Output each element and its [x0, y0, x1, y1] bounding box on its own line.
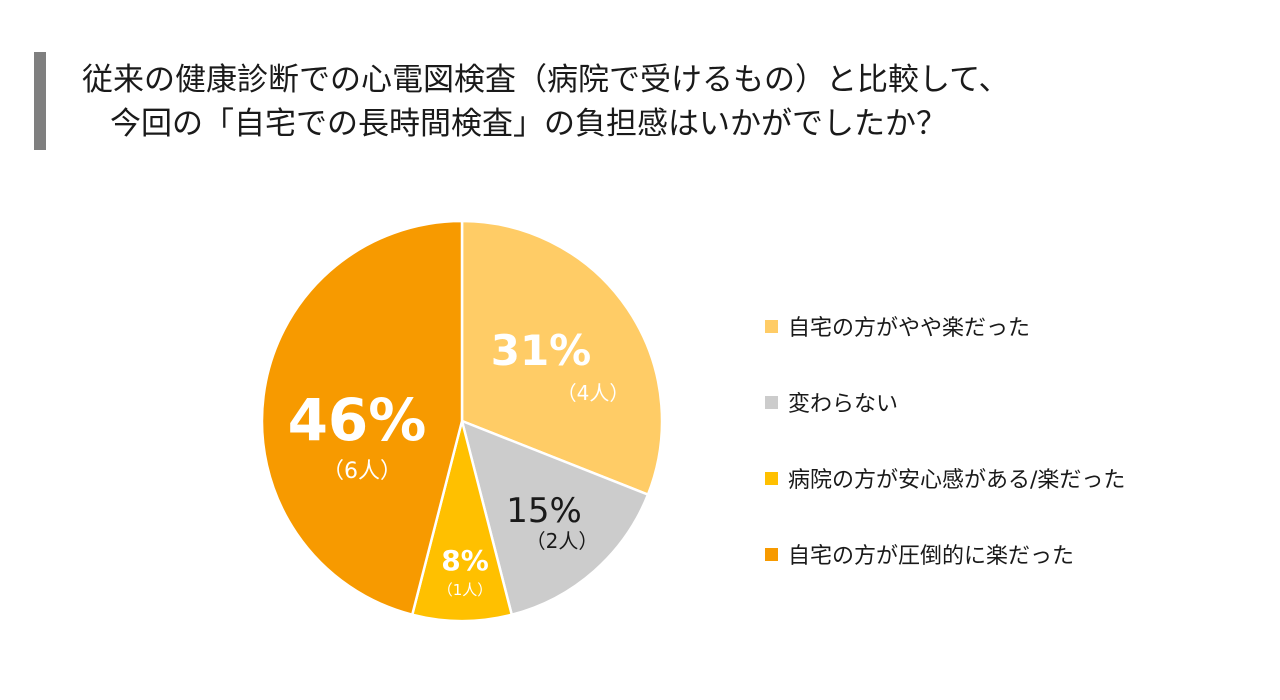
legend-swatch	[765, 395, 778, 409]
title-accent-bar	[34, 52, 46, 150]
legend-label: 変わらない	[788, 392, 899, 417]
legend-swatch	[765, 471, 778, 485]
slice-percent-label: 31%	[491, 326, 592, 375]
title-line-1: 従来の健康診断での心電図検査（病院で受けるもの）と比較して、	[82, 62, 1010, 98]
page-title: 従来の健康診断での心電図検査（病院で受けるもの）と比較して、 今回の「自宅での長…	[82, 58, 1232, 146]
slice-percent-label: 8%	[441, 544, 489, 577]
slice-percent-label: 15%	[506, 491, 582, 531]
pie-slice	[460, 219, 664, 497]
pie-slice	[260, 219, 464, 617]
slice-count-label: （2人）	[526, 529, 599, 553]
legend-item: 病院の方が安心感がある/楽だった	[765, 458, 1125, 498]
legend-item: 変わらない	[765, 382, 898, 422]
pie-slice	[460, 418, 650, 617]
title-line-2: 今回の「自宅での長時間検査」の負担感はいかがでしたか？	[110, 106, 947, 142]
legend-label: 自宅の方がやや楽だった	[788, 316, 1031, 341]
legend-swatch	[765, 547, 778, 561]
legend-item: 自宅の方がやや楽だった	[765, 306, 1030, 346]
legend-label: 病院の方が安心感がある/楽だった	[788, 468, 1126, 493]
legend-item: 自宅の方が圧倒的に楽だった	[765, 534, 1074, 574]
legend-label: 自宅の方が圧倒的に楽だった	[788, 544, 1075, 569]
slice-percent-label: 46%	[288, 386, 427, 454]
slice-count-label: （4人）	[557, 381, 630, 405]
slice-count-label: （6人）	[322, 459, 402, 484]
legend-swatch	[765, 319, 778, 333]
slice-count-label: （1人）	[438, 581, 493, 599]
pie-slice	[410, 420, 514, 623]
